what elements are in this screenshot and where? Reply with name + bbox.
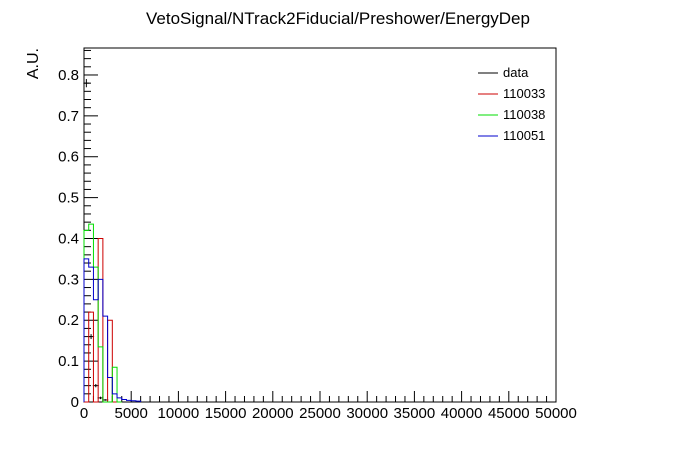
x-tick-label: 30000 <box>346 405 388 422</box>
step-line-110051 <box>83 258 142 402</box>
x-tick-label: 40000 <box>441 405 483 422</box>
legend-label: 110033 <box>503 86 545 101</box>
legend-entry-110033: 110033 <box>478 86 545 101</box>
legend-label: 110038 <box>503 107 545 122</box>
x-tick-label: 45000 <box>488 405 530 422</box>
chart-title: VetoSignal/NTrack2Fiducial/Preshower/Ene… <box>146 9 530 28</box>
step-line-110038 <box>83 223 122 403</box>
x-tick-label: 5000 <box>115 405 148 422</box>
x-tick-label: 15000 <box>205 405 247 422</box>
legend-label: data <box>503 65 529 80</box>
legend-label: 110051 <box>503 128 545 143</box>
y-tick-label: 0.7 <box>58 108 79 125</box>
legend-entry-110038: 110038 <box>478 107 545 122</box>
plot-area <box>83 47 557 403</box>
y-tick-label: 0.2 <box>58 312 79 329</box>
y-tick-label: 0.8 <box>58 67 79 84</box>
x-tick-label: 20000 <box>252 405 294 422</box>
y-axis-title: A.U. <box>25 48 42 79</box>
x-tick-label: 50000 <box>535 405 577 422</box>
y-tick-label: 0.3 <box>58 271 79 288</box>
legend-entry-data: data <box>478 65 529 80</box>
x-tick-label: 10000 <box>158 405 200 422</box>
y-tick-label: 0.4 <box>58 230 79 247</box>
x-tick-label: 0 <box>80 405 88 422</box>
series-110038 <box>83 223 122 403</box>
x-tick-label: 35000 <box>394 405 436 422</box>
y-tick-label: 0.5 <box>58 190 79 207</box>
y-tick-label: 0 <box>71 394 79 411</box>
y-tick-label: 0.6 <box>58 149 79 166</box>
series-110051 <box>83 258 142 402</box>
x-tick-label: 25000 <box>299 405 341 422</box>
y-tick-label: 0.1 <box>58 353 79 370</box>
legend-entry-110051: 110051 <box>478 128 545 143</box>
